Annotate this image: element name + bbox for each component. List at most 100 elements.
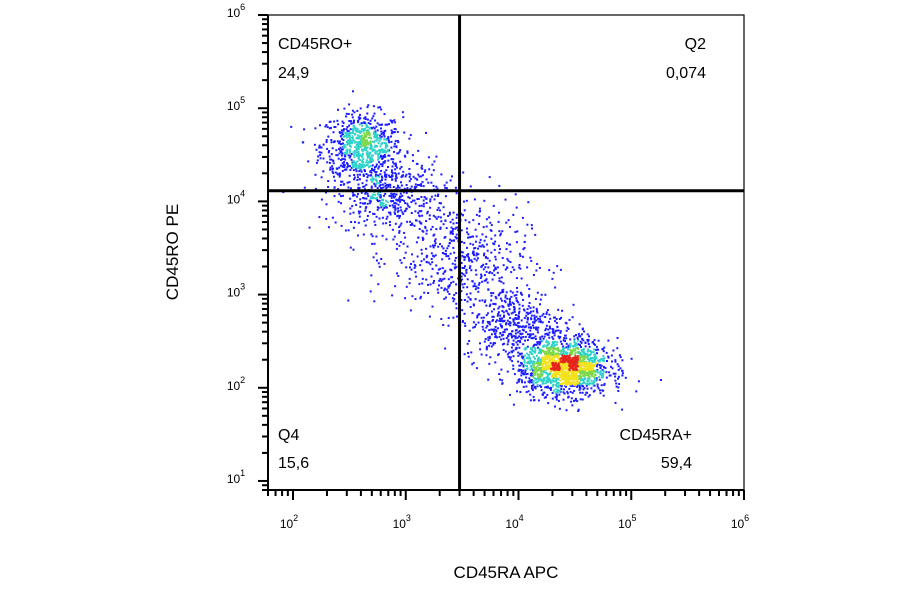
event-dot [564,373,567,376]
event-dot [328,161,331,164]
event-dot [404,209,407,212]
event-dot [441,258,444,261]
event-dot [379,145,382,148]
event-dot [479,276,482,279]
event-dot [400,261,403,264]
event-dot [565,374,568,377]
event-dot [567,328,570,330]
event-dot [476,257,479,260]
event-dot [600,372,603,375]
event-dot [494,328,497,331]
event-dot [443,277,446,280]
event-dot [562,391,565,394]
event-dot [603,384,606,386]
event-dot [483,330,486,333]
event-dot [565,362,568,365]
event-dot [492,330,495,333]
event-dot [566,373,569,375]
event-dot [467,352,470,354]
event-dot [451,218,454,221]
event-dot [418,228,421,230]
event-dot [381,179,383,181]
event-dot [497,307,500,310]
event-dot [366,152,369,155]
event-dot [574,377,577,380]
event-dot [359,173,361,176]
event-dot [429,245,432,248]
event-dot [554,375,557,378]
event-dot [601,359,604,362]
event-dot [450,226,453,229]
event-dot [347,140,350,142]
event-dot [502,337,505,340]
quadrant-name: Q2 [685,36,706,53]
event-dot [503,342,506,345]
event-dot [560,367,563,370]
event-dot [354,146,357,149]
event-dot [379,138,382,141]
event-dot [341,148,344,151]
event-dot [333,175,335,178]
event-dot [579,352,582,355]
event-dot [444,219,447,222]
event-dot [481,325,484,328]
event-dot [382,156,385,159]
event-dot [325,141,328,143]
event-dot [343,168,346,171]
event-dot [387,166,389,168]
event-dot [568,354,571,357]
event-dot [367,131,370,134]
event-dot [364,146,366,149]
event-dot [464,256,467,259]
event-dot [373,127,376,130]
event-dot [380,155,383,158]
event-dot [555,347,558,350]
event-dot [508,351,511,354]
event-dot [588,371,591,374]
event-dot [504,350,507,353]
event-dot [540,293,543,296]
event-dot [440,220,443,223]
event-dot [562,349,565,352]
event-dot [519,352,522,355]
event-dot [402,116,405,119]
event-dot [586,383,589,386]
event-dot [514,335,517,338]
event-dot [471,280,474,283]
event-dot [576,351,579,354]
event-dot [385,145,387,148]
x-tick-label: 106 [731,513,749,531]
event-dot [346,142,349,145]
event-dot [352,248,355,251]
event-dot [325,124,328,126]
event-dot [402,170,405,173]
event-dot [466,246,468,249]
event-dot [417,211,420,214]
event-dot [489,303,492,306]
event-dot [429,263,432,266]
event-dot [431,225,434,228]
event-dot [366,129,368,132]
event-dot [541,321,544,324]
event-dot [351,164,354,167]
event-dot [415,241,418,244]
event-dot [434,238,437,241]
event-dot [375,182,378,185]
event-dot [493,308,495,311]
event-dot [526,352,529,355]
event-dot [342,145,345,148]
event-dot [576,377,579,379]
event-dot [369,170,372,173]
event-dot [373,242,376,245]
event-dot [362,136,365,139]
event-dot [571,404,574,407]
event-dot [423,291,426,294]
event-dot [546,353,549,356]
event-dot [559,379,562,382]
event-dot [515,318,518,320]
event-dot [555,352,558,355]
event-dot [384,138,387,141]
event-dot [561,365,564,367]
event-dot [356,179,359,181]
event-dot [371,169,374,171]
